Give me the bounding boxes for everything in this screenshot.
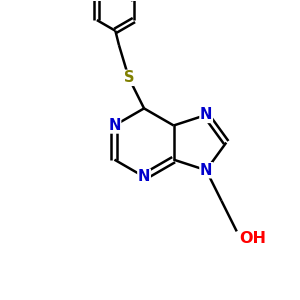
Text: N: N [108,118,121,133]
Text: N: N [138,169,150,184]
Text: OH: OH [240,231,267,246]
Text: S: S [124,70,134,85]
Text: N: N [200,107,212,122]
Text: N: N [200,163,212,178]
